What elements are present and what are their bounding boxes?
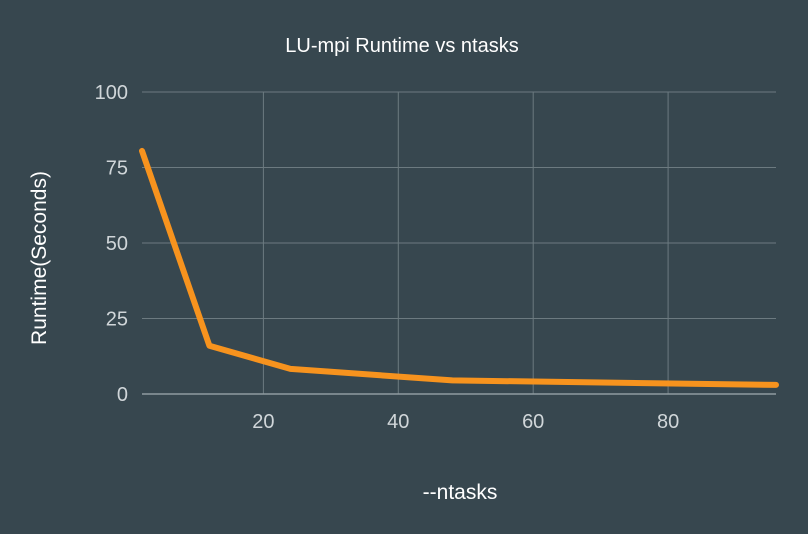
- series-line: [139, 147, 779, 388]
- tick-labels: 0 25 50 75 100 20 40 60 80: [95, 82, 680, 433]
- series-lines: [139, 147, 779, 388]
- x-tick-label: 20: [252, 411, 274, 433]
- grid: [142, 91, 776, 395]
- x-axis-label: --ntasks: [423, 481, 498, 504]
- x-tick-label: 80: [657, 411, 679, 433]
- x-tick-label: 60: [522, 411, 544, 433]
- x-tick-label: 40: [387, 411, 409, 433]
- y-tick-label: 100: [95, 82, 128, 104]
- y-tick-label: 0: [117, 384, 128, 406]
- y-tick-label: 25: [106, 309, 128, 331]
- y-axis-label: Runtime(Seconds): [28, 171, 51, 345]
- y-tick-label: 50: [106, 233, 128, 255]
- chart-title: LU-mpi Runtime vs ntasks: [285, 35, 518, 57]
- y-tick-label: 75: [106, 158, 128, 180]
